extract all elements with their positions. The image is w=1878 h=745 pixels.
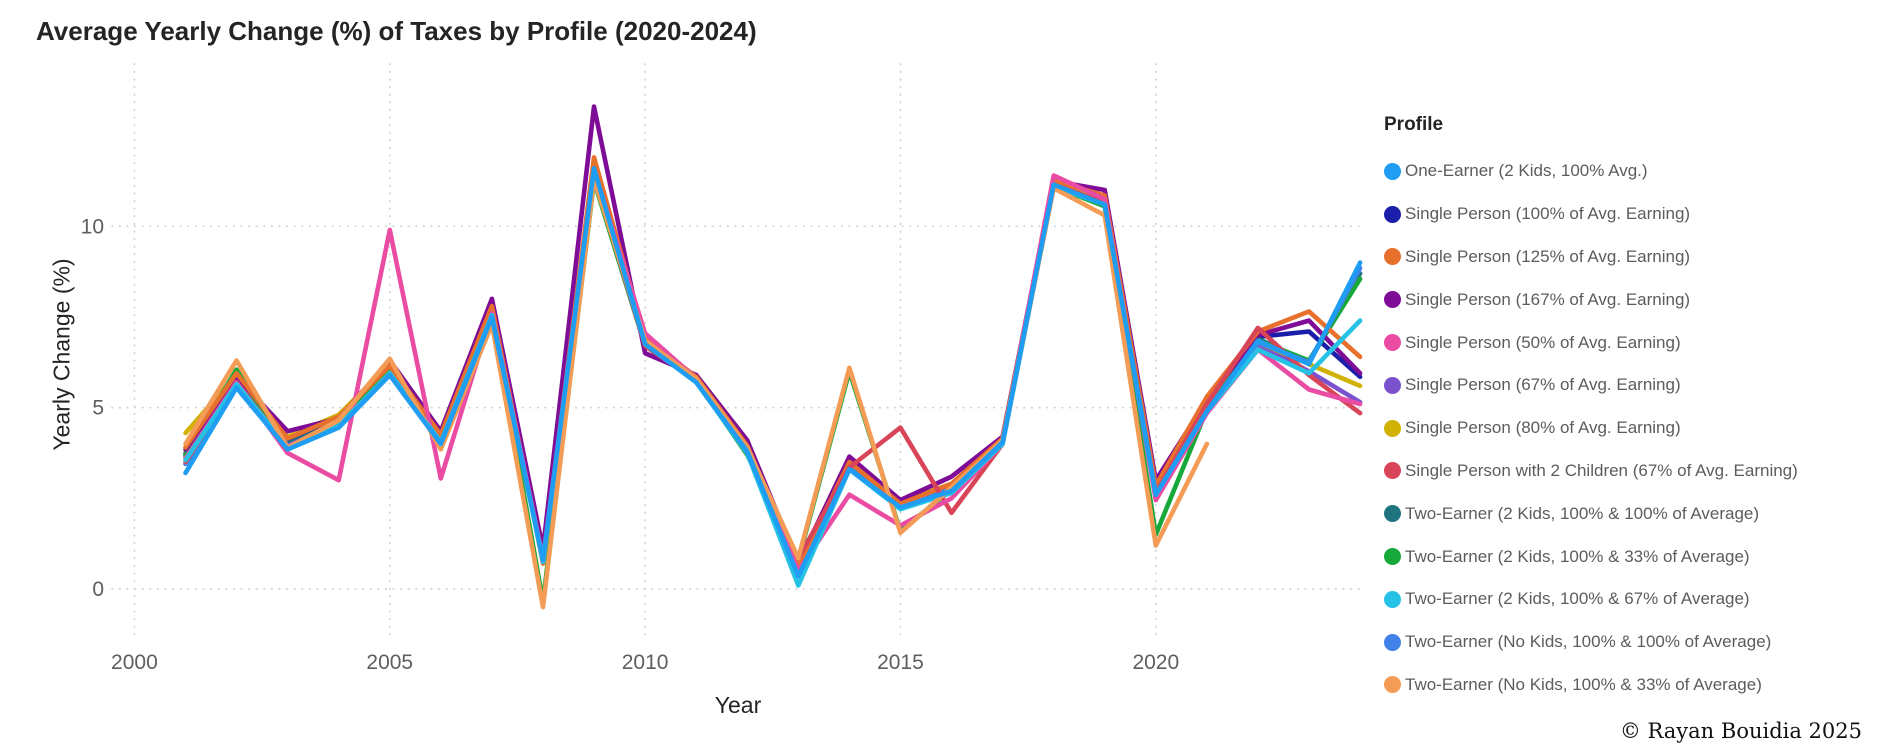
legend-item-label: Single Person (100% of Avg. Earning) <box>1405 204 1691 224</box>
legend-item-4[interactable]: Single Person (50% of Avg. Earning) <box>1384 321 1864 364</box>
x-tick-label-2000: 2000 <box>111 651 158 674</box>
legend-item-3[interactable]: Single Person (167% of Avg. Earning) <box>1384 278 1864 321</box>
legend-dot-icon <box>1384 419 1401 437</box>
legend-dot-icon <box>1384 462 1401 480</box>
legend-item-9[interactable]: Two-Earner (2 Kids, 100% & 33% of Averag… <box>1384 535 1864 578</box>
copyright-credit: © Rayan Bouidia 2025 <box>1619 719 1862 743</box>
legend-dot-icon <box>1384 248 1401 266</box>
legend-dot-icon <box>1384 633 1401 651</box>
series-line-3[interactable] <box>183 104 1363 566</box>
x-tick-label-2020: 2020 <box>1132 651 1179 674</box>
legend-dot-icon <box>1384 162 1401 180</box>
legend-item-label: Single Person with 2 Children (67% of Av… <box>1405 460 1798 480</box>
legend-item-label: Single Person (125% of Avg. Earning) <box>1405 246 1691 266</box>
x-tick-label-2005: 2005 <box>366 651 413 674</box>
legend-item-label: Two-Earner (2 Kids, 100% & 33% of Averag… <box>1405 546 1750 566</box>
legend-item-label: Single Person (50% of Avg. Earning) <box>1405 332 1681 352</box>
legend-dot-icon <box>1384 590 1401 608</box>
x-axis-title: Year <box>714 692 762 718</box>
chart-title: Average Yearly Change (%) of Taxes by Pr… <box>36 16 757 46</box>
legend-item-label: Two-Earner (2 Kids, 100% & 67% of Averag… <box>1405 589 1750 609</box>
legend-item-11[interactable]: Two-Earner (No Kids, 100% & 100% of Aver… <box>1384 621 1864 664</box>
x-tick-label-2010: 2010 <box>622 651 669 674</box>
legend-item-2[interactable]: Single Person (125% of Avg. Earning) <box>1384 236 1864 279</box>
legend-dot-icon <box>1384 505 1401 523</box>
legend-dot-icon <box>1384 334 1401 352</box>
series-line-12[interactable] <box>183 176 1210 610</box>
y-tick-label-10: 10 <box>81 215 104 238</box>
legend-item-8[interactable]: Two-Earner (2 Kids, 100% & 100% of Avera… <box>1384 492 1864 535</box>
y-tick-label-0: 0 <box>92 578 104 601</box>
legend-item-label: Two-Earner (2 Kids, 100% & 100% of Avera… <box>1405 503 1760 523</box>
x-tick-label-2015: 2015 <box>877 651 924 674</box>
legend: Profile One-Earner (2 Kids, 100% Avg.) Si… <box>1384 114 1864 706</box>
legend-item-12[interactable]: Two-Earner (No Kids, 100% & 33% of Avera… <box>1384 664 1864 707</box>
legend-item-7[interactable]: Single Person with 2 Children (67% of Av… <box>1384 450 1864 493</box>
legend-item-label: One-Earner (2 Kids, 100% Avg.) <box>1405 161 1648 181</box>
legend-dot-icon <box>1384 548 1401 566</box>
legend-dot-icon <box>1384 676 1401 694</box>
legend-item-label: Single Person (80% of Avg. Earning) <box>1405 418 1681 438</box>
legend-item-label: Two-Earner (No Kids, 100% & 33% of Avera… <box>1405 674 1762 694</box>
legend-item-0[interactable]: One-Earner (2 Kids, 100% Avg.) <box>1384 150 1864 193</box>
legend-dot-icon <box>1384 291 1401 309</box>
legend-item-6[interactable]: Single Person (80% of Avg. Earning) <box>1384 407 1864 450</box>
series-line-10[interactable] <box>183 171 1363 588</box>
legend-title: Profile <box>1384 114 1444 135</box>
legend-item-label: Two-Earner (No Kids, 100% & 100% of Aver… <box>1405 632 1772 652</box>
legend-item-10[interactable]: Two-Earner (2 Kids, 100% & 67% of Averag… <box>1384 578 1864 621</box>
y-axis-title: Yearly Change (%) <box>48 258 75 451</box>
series-line-0[interactable] <box>183 166 1363 579</box>
legend-item-1[interactable]: Single Person (100% of Avg. Earning) <box>1384 193 1864 236</box>
legend-item-label: Single Person (167% of Avg. Earning) <box>1405 289 1691 309</box>
legend-dot-icon <box>1384 376 1401 394</box>
legend-dot-icon <box>1384 205 1401 223</box>
legend-item-5[interactable]: Single Person (67% of Avg. Earning) <box>1384 364 1864 407</box>
y-tick-label-5: 5 <box>92 397 104 420</box>
legend-item-label: Single Person (67% of Avg. Earning) <box>1405 375 1681 395</box>
legend-items: One-Earner (2 Kids, 100% Avg.) Single Per… <box>1384 150 1864 706</box>
